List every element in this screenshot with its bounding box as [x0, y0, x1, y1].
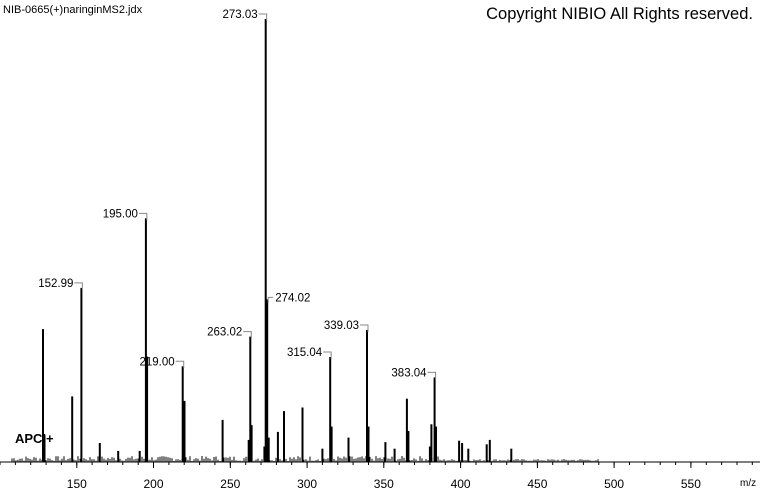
x-tick-label: 250 [220, 477, 240, 491]
peak-bar [428, 446, 431, 462]
x-tick-label: 550 [681, 477, 701, 491]
peak-bar [488, 439, 491, 462]
peak-label: 152.99 [38, 278, 73, 290]
peak-bar [283, 411, 285, 462]
x-tick-label: 300 [297, 477, 317, 491]
peak-label: 339.03 [324, 320, 359, 332]
peak-bar [435, 426, 437, 462]
peak-label-group: 339.03 [324, 320, 369, 332]
peak-bar [263, 446, 266, 462]
peak-bar [71, 396, 74, 462]
peak-label-connector [243, 331, 252, 339]
peak-bar [43, 435, 46, 462]
peak-label-group: 152.99 [38, 278, 83, 290]
peak-bar [510, 448, 513, 462]
x-tick-label: 150 [67, 477, 87, 491]
peak-label: 383.04 [391, 367, 427, 379]
peak-label-connector [323, 351, 332, 360]
peak-bar [330, 426, 333, 462]
peak-bar [250, 425, 253, 462]
peak-labels: 152.99 195.00 219.00 263.02 273.03 274.02 315.… [38, 9, 437, 380]
peak-label-group: 273.03 [223, 9, 268, 21]
peak-label: 195.00 [103, 208, 138, 220]
x-tick-label: 400 [451, 477, 471, 491]
peak-label-connector [175, 360, 185, 369]
peak-label-group: 195.00 [103, 208, 148, 221]
peak-label: 263.02 [207, 327, 242, 339]
peak-bar [384, 442, 387, 462]
peak-bar [407, 431, 410, 462]
x-tick-label: 350 [374, 477, 394, 491]
peak-label-group: 219.00 [140, 356, 185, 369]
peak-bar [181, 366, 184, 462]
peak-bar [146, 356, 149, 462]
peak-bar [144, 218, 147, 462]
peak-label-group: 383.04 [391, 367, 437, 380]
copyright-notice: Copyright NIBIO All Rights reserved. [486, 5, 753, 23]
peak-bar [329, 357, 332, 462]
peak-bar [138, 450, 141, 462]
peak-label-connector [258, 13, 268, 21]
peak-bar [80, 287, 83, 462]
peak-bar [458, 440, 461, 462]
peak-bar [430, 424, 433, 462]
peak-label: 274.02 [275, 292, 310, 304]
peak-label-connector [427, 371, 437, 380]
peak-bar [393, 448, 396, 462]
file-title: NIB-0665(+)naringinMS2.jdx [3, 4, 143, 16]
peak-bar [264, 19, 267, 462]
peak-label-connector [359, 324, 369, 332]
peak-label: 315.04 [287, 347, 323, 359]
peak-bar [117, 450, 120, 462]
peak-bar [321, 448, 324, 462]
peak-label-connector [74, 282, 83, 290]
x-axis-ticks: 150 200 250 300 350 400 450 500 550 [0, 462, 753, 491]
x-axis-label: m/z [740, 478, 757, 489]
peak-bars [42, 19, 513, 462]
peak-bar [42, 329, 44, 462]
peak-bar [485, 444, 488, 462]
peak-bar [467, 448, 470, 462]
peak-bar [266, 299, 269, 462]
peak-bar [366, 330, 368, 462]
peak-label-connector [267, 296, 274, 303]
peak-label-group: 315.04 [287, 347, 332, 360]
peak-bar [276, 431, 279, 462]
peak-bar [433, 377, 436, 462]
x-tick-label: 500 [604, 477, 624, 491]
peak-label: 273.03 [223, 9, 258, 21]
peak-bar [461, 443, 464, 462]
peak-label-group: 263.02 [207, 327, 252, 339]
x-tick-label: 200 [143, 477, 163, 491]
peak-label-group: 274.02 [267, 292, 310, 304]
peak-bar [347, 437, 350, 462]
peak-bar [98, 443, 101, 462]
peak-bar [301, 407, 304, 462]
peak-bar [247, 439, 250, 462]
peak-label: 219.00 [140, 356, 175, 368]
peak-label-connector [138, 212, 148, 221]
peak-bar [221, 419, 224, 462]
peak-bar [249, 336, 252, 462]
peak-bar [367, 426, 370, 462]
ion-mode-label: APCI+ [15, 431, 54, 446]
x-tick-label: 450 [527, 477, 547, 491]
peak-bar [405, 398, 408, 462]
peak-bar [267, 437, 270, 462]
peak-bar [183, 400, 186, 462]
